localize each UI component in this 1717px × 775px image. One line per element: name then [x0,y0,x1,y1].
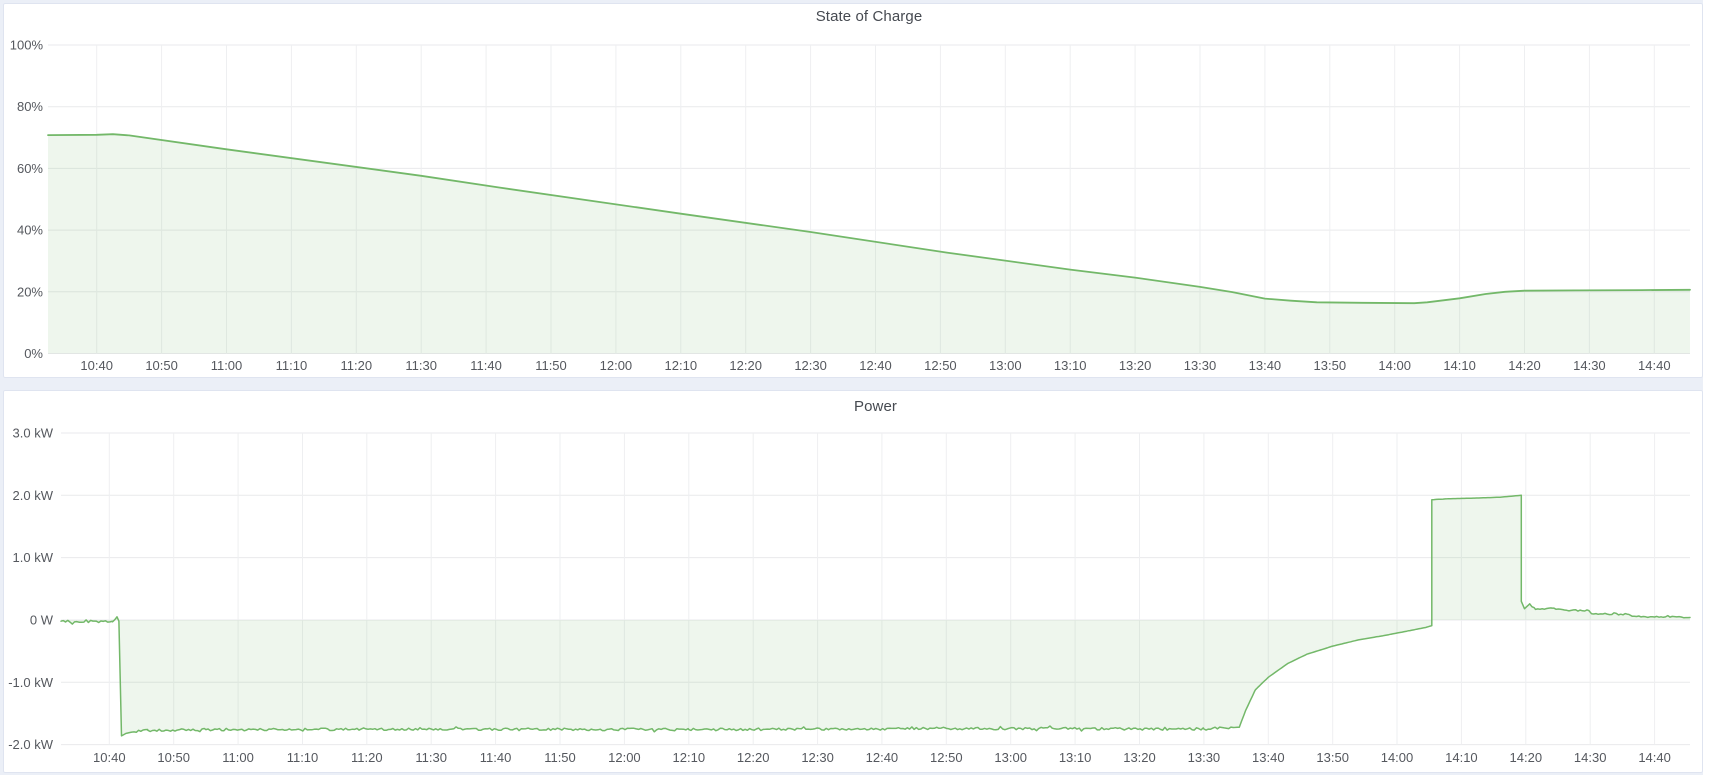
x-tick-label: 14:00 [1378,358,1411,373]
y-tick-label: 80% [17,99,43,114]
y-tick-label: 60% [17,161,43,176]
x-tick-label: 13:40 [1252,750,1285,765]
y-tick-label: -1.0 kW [8,675,54,690]
x-tick-label: 13:50 [1314,358,1347,373]
x-tick-label: 13:00 [989,358,1022,373]
x-tick-label: 14:20 [1510,750,1543,765]
x-tick-label: 11:50 [535,358,567,373]
y-tick-label: 0% [24,346,43,361]
x-tick-label: 13:30 [1184,358,1217,373]
x-tick-label: 14:30 [1574,750,1607,765]
x-tick-label: 12:00 [600,358,633,373]
x-tick-label: 14:20 [1508,358,1541,373]
y-tick-label: 20% [17,284,43,299]
x-tick-label: 11:20 [351,750,383,765]
x-tick-label: 12:10 [665,358,698,373]
y-tick-label: -2.0 kW [8,737,54,752]
page-right-gutter [1703,0,1717,775]
x-tick-label: 14:00 [1381,750,1414,765]
x-tick-label: 11:40 [470,358,502,373]
x-tick-label: 11:50 [544,750,576,765]
x-tick-label: 12:30 [794,358,827,373]
power-chart[interactable]: 10:40 10:50 11:00 11:10 11:20 11:30 11:40 11:50… [3,390,1703,773]
x-tick-label: 14:30 [1573,358,1606,373]
x-tick-label: 14:10 [1443,358,1476,373]
y-tick-label: 2.0 kW [13,488,54,503]
x-tick-label: 12:30 [801,750,834,765]
x-tick-label: 11:00 [211,358,243,373]
series-fill [48,134,1690,354]
x-tick-label: 13:10 [1059,750,1092,765]
y-tick-label: 0 W [30,613,54,628]
x-tick-label: 13:40 [1249,358,1282,373]
x-tick-label: 11:10 [276,358,308,373]
x-tick-label: 12:50 [924,358,957,373]
series-line [60,494,1691,737]
y-tick-label: 1.0 kW [13,550,54,565]
x-tick-label: 13:20 [1119,358,1152,373]
y-tick-label: 40% [17,223,43,238]
x-tick-label: 12:10 [673,750,706,765]
x-tick-label: 13:30 [1188,750,1221,765]
x-tick-label: 13:10 [1054,358,1087,373]
x-tick-label: 12:20 [737,750,770,765]
y-axis-labels: 3.0 kW 2.0 kW 1.0 kW 0 W -1.0 kW -2.0 kW [8,426,54,753]
x-tick-label: 10:50 [157,750,190,765]
panel-title-state-of-charge[interactable]: State of Charge [815,8,923,25]
x-tick-label: 13:50 [1316,750,1349,765]
x-tick-label: 13:00 [994,750,1027,765]
grid [61,432,1690,746]
x-tick-label: 14:40 [1638,750,1671,765]
x-tick-label: 12:40 [859,358,892,373]
panel-title-power[interactable]: Power [853,398,898,415]
x-tick-label: 12:20 [729,358,762,373]
x-tick-label: 14:10 [1445,750,1478,765]
y-axis-labels: 100% 80% 60% 40% 20% 0% [10,38,44,362]
y-tick-label: 3.0 kW [13,426,54,441]
x-tick-label: 10:50 [145,358,178,373]
panel-power: Power 10:40 10:50 11:00 11:10 11:20 11:30 11:4… [3,390,1703,773]
x-tick-label: 10:40 [93,750,126,765]
x-axis-labels: 10:40 10:50 11:00 11:10 11:20 11:30 11:40 11:50… [93,750,1671,765]
y-tick-label: 100% [10,38,44,53]
x-tick-label: 11:00 [222,750,254,765]
x-tick-label: 14:40 [1638,358,1671,373]
x-tick-label: 11:20 [341,358,373,373]
x-tick-label: 12:00 [608,750,641,765]
series-line [47,133,1691,305]
x-tick-label: 10:40 [80,358,113,373]
x-tick-label: 11:10 [287,750,319,765]
panel-state-of-charge: State of Charge 10:40 10:50 11:00 11:10 11:2… [3,3,1703,378]
x-tick-label: 12:50 [930,750,963,765]
x-tick-label: 12:40 [866,750,899,765]
x-tick-label: 13:20 [1123,750,1156,765]
x-tick-label: 11:40 [480,750,512,765]
series-fill [61,495,1690,736]
x-tick-label: 11:30 [415,750,447,765]
x-axis-labels: 10:40 10:50 11:00 11:10 11:20 11:30 11:40 11:50… [80,358,1670,373]
grid [48,44,1690,354]
state-of-charge-chart[interactable]: 10:40 10:50 11:00 11:10 11:20 11:30 11:40 11:50… [3,3,1703,378]
x-tick-label: 11:30 [405,358,437,373]
